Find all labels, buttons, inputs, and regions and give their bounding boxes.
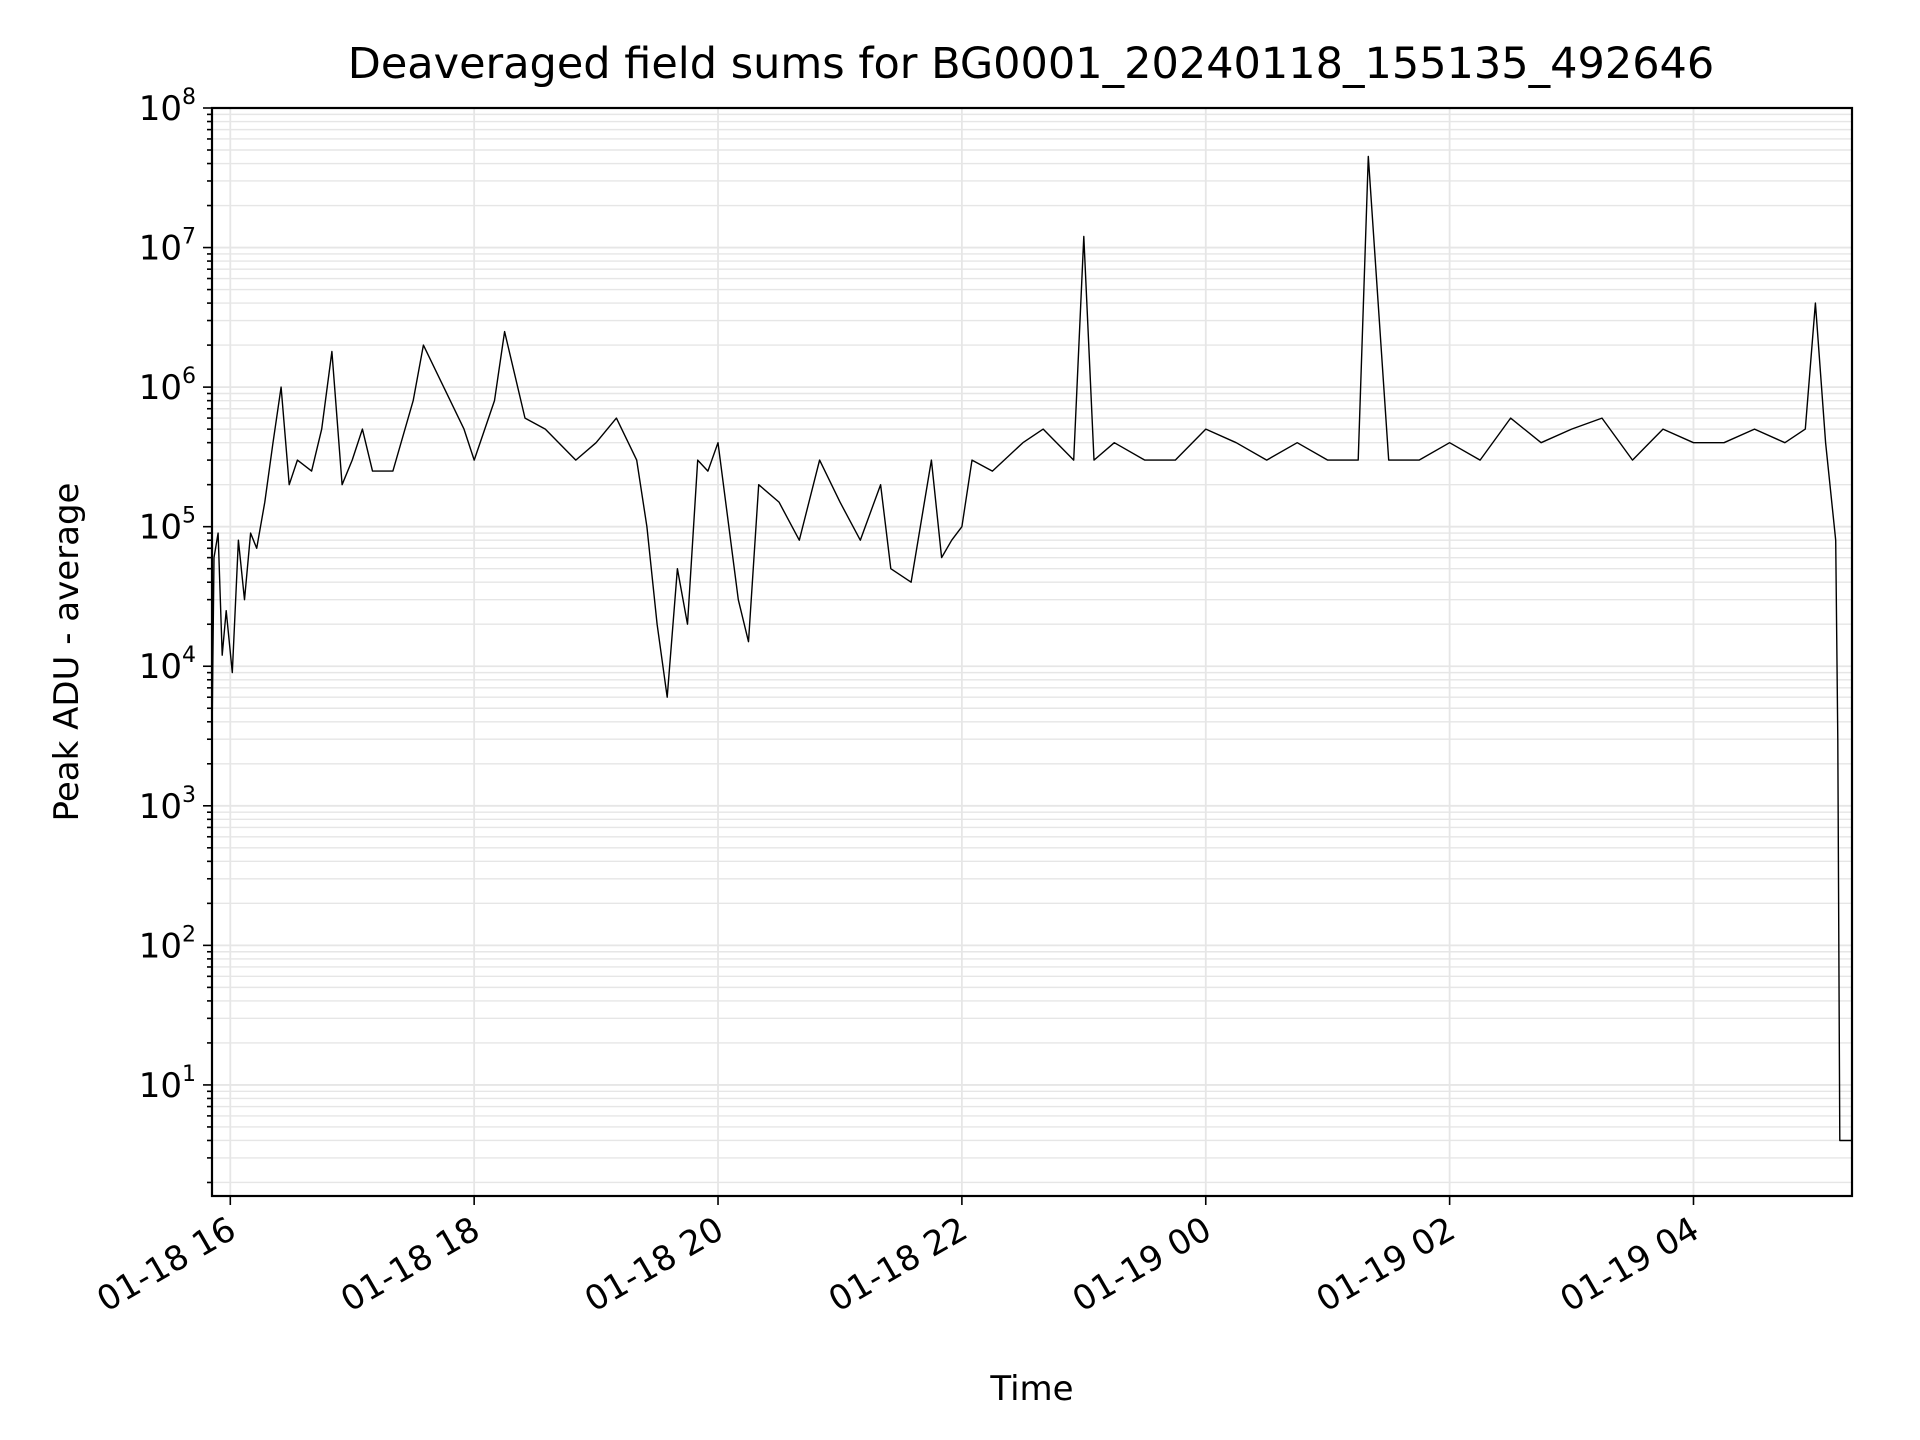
y-tick-label: 107 <box>139 225 196 269</box>
y-tick-label: 106 <box>139 364 196 408</box>
y-axis: 101 102 103 104 105 106 107 108 <box>139 85 212 1184</box>
y-tick-label: 105 <box>139 504 196 548</box>
chart-title: Deaveraged field sums for BG0001_2024011… <box>348 39 1715 89</box>
y-tick-label: 108 <box>139 85 196 129</box>
y-tick-label: 102 <box>139 922 196 966</box>
y-tick-label: 103 <box>139 783 196 827</box>
series-line <box>211 155 1852 1142</box>
series-layer <box>211 155 1852 1142</box>
y-axis-label: Peak ADU - average <box>47 483 87 822</box>
y-tick-label: 101 <box>139 1062 196 1106</box>
x-axis-label: Time <box>989 1369 1073 1409</box>
y-tick-label: 104 <box>139 643 196 687</box>
plot-frame <box>210 106 1854 1198</box>
